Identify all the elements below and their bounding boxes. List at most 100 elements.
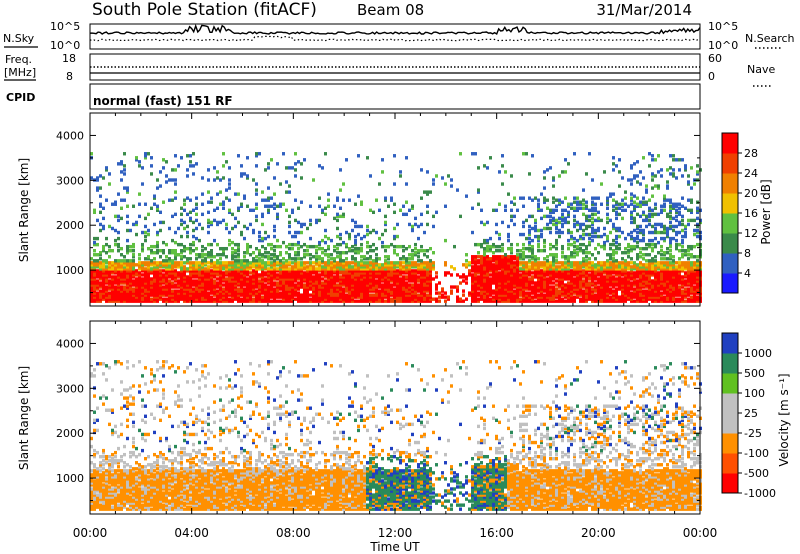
echo-cell [426,275,429,279]
echo-cell [540,275,543,279]
echo-cell [609,269,612,273]
echo-cell [429,295,432,299]
echo-cell [309,271,312,275]
echo-cell [327,267,330,271]
echo-cell [273,263,276,267]
echo-cell [318,273,321,277]
echo-cell [207,299,210,303]
echo-cell [528,240,531,245]
echo-cell [312,267,315,271]
echo-cell [477,279,480,283]
echo-cell [135,291,138,295]
echo-cell [420,277,423,281]
echo-cell [348,285,351,289]
echo-cell [519,279,522,283]
echo-cell [354,234,357,239]
echo-cell [558,220,561,225]
echo-cell [306,277,309,281]
echo-cell [294,297,297,301]
echo-cell [123,269,126,273]
echo-cell [519,257,522,261]
echo-cell [195,196,198,200]
echo-cell [186,196,189,200]
echo-cell [210,279,213,283]
echo-cell [294,162,297,166]
echo-cell [153,299,156,303]
echo-cell [540,293,543,297]
echo-cell [333,248,336,253]
echo-cell [405,261,408,265]
echo-cell [567,210,570,215]
echo-cell [429,281,432,285]
echo-cell [432,178,435,182]
echo-cell [261,238,264,243]
echo-cell [420,271,423,275]
echo-cell [549,275,552,279]
echo-cell [108,285,111,289]
echo-cell [309,261,312,265]
echo-cell [411,261,414,265]
echo-cell [411,295,414,299]
echo-cell [516,281,519,285]
echo-cell [348,271,351,275]
echo-cell [225,285,228,289]
echo-cell [654,293,657,297]
echo-cell [183,279,186,283]
echo-cell [267,293,270,297]
echo-cell [570,275,573,279]
echo-cell [315,263,318,267]
echo-cell [195,253,198,257]
echo-cell [621,271,624,275]
echo-cell [231,291,234,295]
echo-cell [558,289,561,293]
echo-cell [465,277,468,281]
echo-cell [639,283,642,287]
echo-cell [228,283,231,287]
echo-cell [270,246,273,251]
echo-cell [132,255,135,259]
echo-cell [168,178,171,182]
echo-cell [282,261,285,265]
echo-cell [579,202,582,206]
echo-cell [570,281,573,285]
echo-cell [525,285,528,289]
echo-cell [609,273,612,277]
echo-cell [603,275,606,279]
echo-cell [192,164,195,168]
echo-cell [414,281,417,285]
echo-cell [168,251,171,255]
echo-cell [96,287,99,291]
echo-cell [477,188,480,192]
echo-cell [306,226,309,231]
echo-cell [222,279,225,283]
echo-cell [180,212,183,217]
echo-cell [411,228,414,233]
echo-cell [618,265,621,269]
echo-cell [246,267,249,271]
echo-cell [222,291,225,295]
echo-cell [300,299,303,303]
echo-cell [567,263,570,267]
echo-cell [324,271,327,275]
echo-cell [495,273,498,277]
echo-cell [141,277,144,281]
echo-cell [153,287,156,291]
echo-cell [477,285,480,289]
echo-cell [579,248,582,253]
echo-cell [501,164,504,168]
echo-cell [477,287,480,291]
echo-cell [594,196,597,200]
echo-cell [216,281,219,285]
echo-cell [570,255,573,259]
echo-cell [570,289,573,293]
echo-cell [270,271,273,275]
echo-cell [216,192,219,196]
echo-cell [393,271,396,275]
echo-cell [612,269,615,273]
echo-cell [594,202,597,206]
echo-cell [399,277,402,281]
echo-cell [357,277,360,281]
echo-cell [366,279,369,283]
echo-cell [423,253,426,257]
echo-cell [267,287,270,291]
